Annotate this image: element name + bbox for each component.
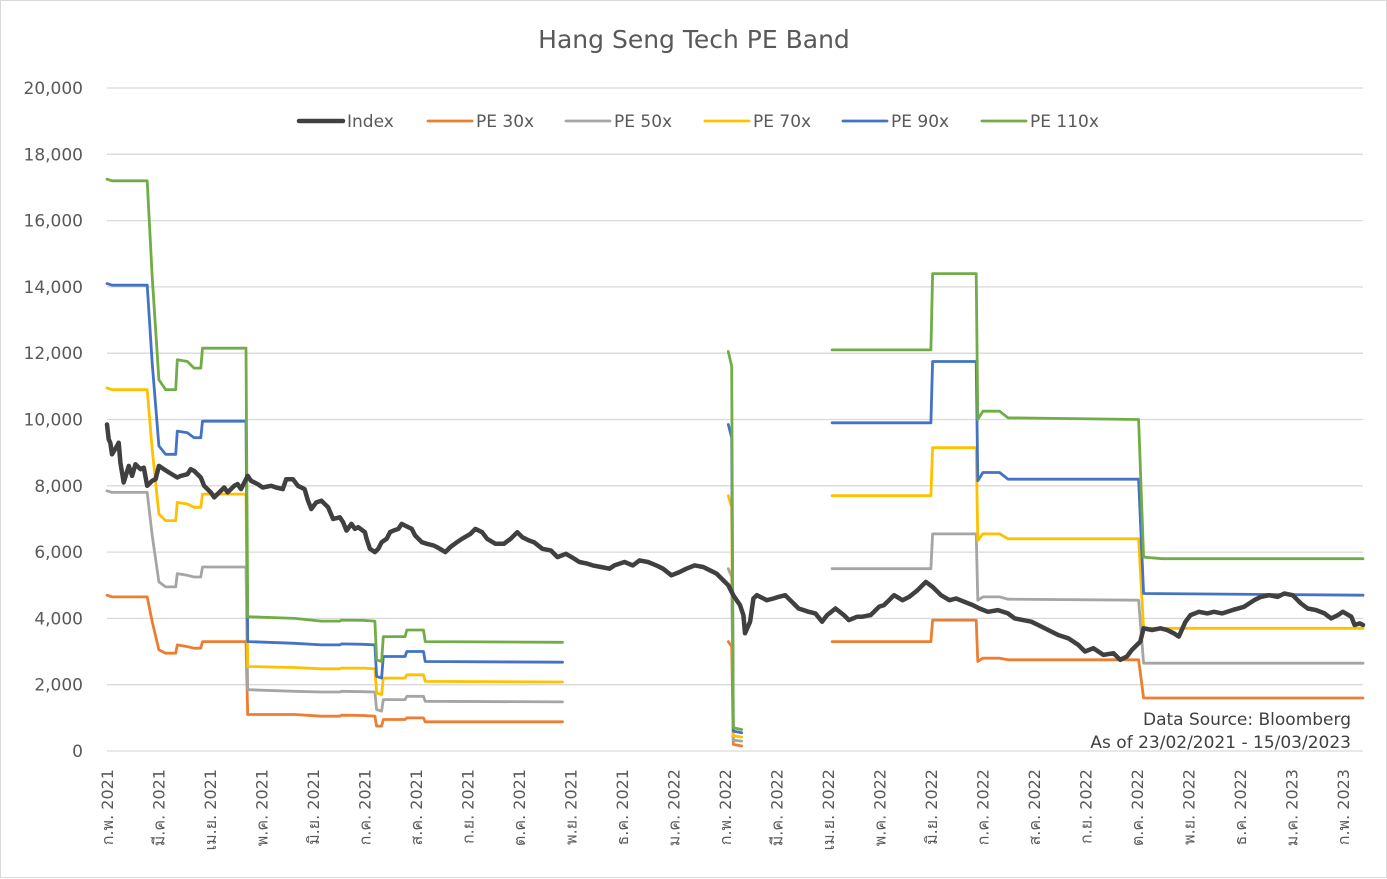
y-tick-label: 14,000 [24, 278, 83, 298]
date-range-note: As of 23/02/2021 - 15/03/2023 [1090, 733, 1351, 753]
legend-label: PE 50x [614, 112, 672, 132]
x-tick-label: ม.ค. 2023 [1283, 769, 1302, 846]
y-tick-label: 4,000 [34, 609, 83, 629]
series-line-index [104, 422, 1366, 663]
legend-label: PE 90x [891, 112, 949, 132]
legend-item-pe-50x: PE 50x [564, 112, 672, 132]
series-line-pe-70x [830, 446, 1365, 630]
legend-item-pe-70x: PE 70x [703, 112, 811, 132]
y-tick-label: 6,000 [34, 543, 83, 563]
series-line-pe-90x [726, 423, 744, 735]
x-tick-label: มิ.ย. 2022 [922, 769, 941, 845]
y-tick-label: 12,000 [24, 344, 83, 364]
x-tick-label: ก.ย. 2021 [459, 769, 478, 844]
y-tick-label: 0 [72, 742, 83, 762]
y-tick-label: 8,000 [34, 477, 83, 497]
x-tick-label: ก.ค. 2021 [356, 769, 375, 845]
series-line-pe-90x [830, 360, 1365, 597]
series-lines [104, 177, 1366, 748]
x-axis-ticks: ก.พ. 2021 มี.ค. 2021 เม.ย. 2021 พ.ค. 2021 มิ… [98, 769, 1353, 850]
y-axis-ticks: 0 2,000 4,000 6,000 8,000 10,000 12,000 14,000 1… [24, 79, 83, 762]
data-source-note: Data Source: Bloomberg [1143, 710, 1351, 730]
x-tick-label: มิ.ย. 2021 [304, 769, 323, 845]
legend-item-index: Index [296, 112, 394, 132]
x-tick-label: เม.ย. 2022 [819, 769, 838, 850]
x-tick-label: ต.ค. 2022 [1128, 769, 1147, 846]
y-tick-label: 20,000 [24, 79, 83, 99]
series-line-pe-110x [726, 350, 744, 731]
x-tick-label: พ.ย. 2021 [562, 769, 581, 845]
x-tick-label: มี.ค. 2021 [150, 769, 169, 846]
x-tick-label: พ.ย. 2022 [1180, 769, 1199, 845]
chart-title: Hang Seng Tech PE Band [538, 25, 850, 54]
legend-item-pe-110x: PE 110x [980, 112, 1099, 132]
series-line-pe-30x [830, 618, 1365, 700]
series-line-pe-30x [105, 593, 564, 728]
y-tick-label: 2,000 [34, 676, 83, 696]
x-tick-label: ก.พ. 2022 [716, 769, 735, 845]
legend: Index PE 30x PE 50x PE 70x PE 90x PE 110x [296, 112, 1099, 132]
legend-label: PE 30x [476, 112, 534, 132]
x-tick-label: ก.ค. 2022 [974, 769, 993, 845]
series-line-pe-70x [105, 386, 564, 696]
x-tick-label: ก.พ. 2023 [1334, 769, 1353, 845]
y-tick-label: 10,000 [24, 411, 83, 431]
series-line-pe-70x [726, 494, 744, 739]
series-line-pe-110x [830, 272, 1365, 561]
x-tick-label: ส.ค. 2021 [407, 769, 426, 845]
series-line-pe-90x [105, 282, 564, 680]
x-tick-label: ก.ย. 2022 [1077, 769, 1096, 844]
series-line-pe-50x [830, 532, 1365, 665]
series-line-pe-50x [105, 489, 564, 713]
x-tick-label: เม.ย. 2021 [201, 769, 220, 850]
gridlines [107, 87, 1363, 752]
x-tick-label: ธ.ค. 2022 [1231, 769, 1250, 845]
x-tick-label: ส.ค. 2022 [1025, 769, 1044, 845]
legend-label: PE 110x [1030, 112, 1099, 132]
legend-label: Index [347, 112, 394, 132]
y-tick-label: 18,000 [24, 145, 83, 165]
legend-item-pe-30x: PE 30x [426, 112, 534, 132]
x-tick-label: พ.ค. 2021 [253, 769, 272, 846]
x-tick-label: ม.ค. 2022 [665, 769, 684, 846]
x-tick-label: ก.พ. 2021 [98, 769, 117, 845]
x-tick-label: พ.ค. 2022 [871, 769, 890, 846]
legend-item-pe-90x: PE 90x [841, 112, 949, 132]
legend-label: PE 70x [753, 112, 811, 132]
x-tick-label: มี.ค. 2022 [768, 769, 787, 846]
x-tick-label: ธ.ค. 2021 [613, 769, 632, 845]
y-tick-label: 16,000 [24, 212, 83, 232]
x-tick-label: ต.ค. 2021 [510, 769, 529, 846]
series-line-pe-110x [105, 177, 564, 663]
